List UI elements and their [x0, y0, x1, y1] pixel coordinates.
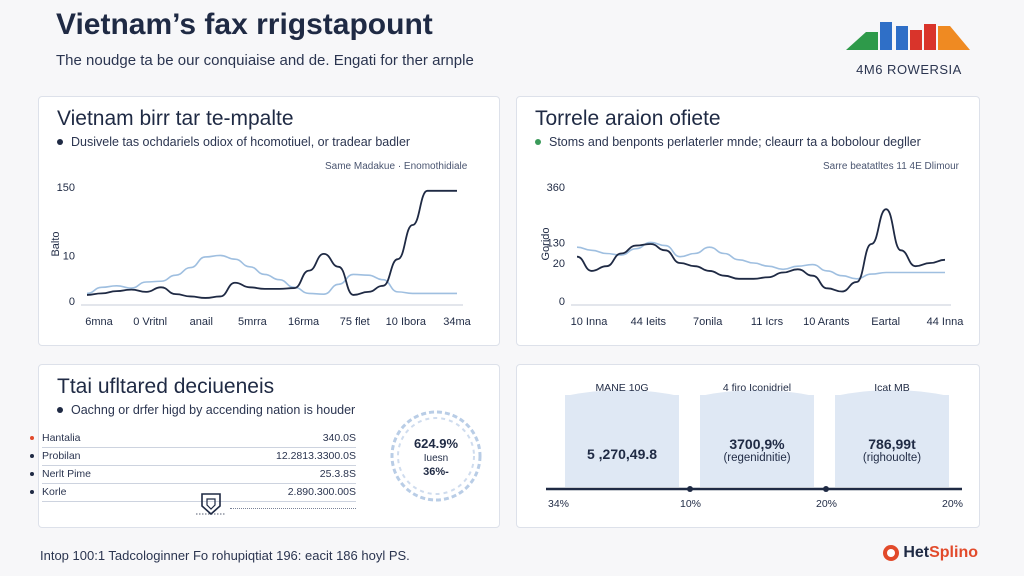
panel2-note-text: Stoms and benponts perlaterler mnde; cle…	[549, 135, 921, 149]
row-dot-icon	[30, 472, 34, 476]
document-row: Probilan 12.2813.3300.0S	[30, 450, 356, 464]
page-title: Vietnam’s fax rrigstapount	[56, 8, 433, 41]
row-label: Probilan	[42, 450, 81, 462]
panel2-title: Torrele araion ofiete	[535, 107, 721, 130]
timeline-axis	[546, 486, 962, 492]
document-row: Nerlt Pime 25.3.8S	[30, 468, 356, 482]
row-divider	[42, 465, 356, 466]
row-value: 12.2813.3300.0S	[276, 450, 356, 462]
panel2-legend: Sarre beatatltes 11 4E Dlimour	[823, 161, 959, 172]
x-tick-label: 34ma	[443, 316, 471, 328]
line-chart-1: 0 10 150 Balto 6mna 0 Vritnl anail 5mrra 16rma 75…	[50, 182, 472, 328]
bullet-icon	[57, 139, 63, 145]
bullet-icon	[535, 139, 541, 145]
stat-value-3: 786,99t	[868, 436, 916, 452]
y-tick-label: 130	[547, 237, 565, 249]
page-subtitle: The noudge ta be our conquiaise and de. …	[56, 52, 474, 69]
x-tick-label: Eartal	[871, 316, 900, 328]
dotted-footer-line	[230, 508, 356, 509]
series-line	[86, 189, 457, 299]
row-divider	[42, 483, 356, 484]
row-label: Korle	[42, 486, 67, 498]
brand-name-a: Het	[903, 544, 930, 561]
stat-label-2: 4 firo Iconidriel	[722, 382, 792, 394]
stat-value-2: 3700,9%	[729, 436, 785, 452]
x-tick-label: 44 Ieits	[631, 316, 667, 328]
timeline-label-2: 10%	[680, 498, 702, 510]
row-value: 2.890.300.00S	[287, 486, 356, 498]
y-tick-label: 20	[553, 258, 565, 270]
panel3-note: Oachng or drfer higd by accending nation…	[57, 403, 355, 417]
document-row: Korle 2.890.300.00S	[30, 486, 356, 500]
x-tick-label: anail	[190, 316, 213, 328]
row-divider	[42, 501, 356, 502]
x-tick-label: 6mna	[85, 316, 113, 328]
row-label: Hantalia	[42, 432, 81, 444]
series-line	[576, 241, 945, 280]
x-tick-label: 0 Vritnl	[133, 316, 167, 328]
laurel-wreath-icon	[390, 410, 482, 502]
panel1-legend: Same Madakue · Enomothidiale	[325, 161, 468, 172]
brand-logo: 4M6 ROWERSIA	[846, 20, 972, 78]
stat-sub-3: (righouolte)	[862, 452, 922, 464]
timeline-label-1: 34%	[548, 498, 570, 510]
row-value: 340.0S	[322, 432, 356, 444]
series-line	[576, 208, 946, 293]
badge-top: 624.9%	[413, 436, 459, 451]
bullet-icon	[57, 407, 63, 413]
panel2-note: Stoms and benponts perlaterler mnde; cle…	[535, 135, 921, 149]
panel-birth-template: Vietnam birr tar te-mpalte Dusivele tas …	[38, 96, 500, 346]
line-chart-2: 0 20 130 360 Gorido 10 Inna 44 Ieits 7onila 11 I…	[540, 182, 965, 328]
x-tick-label: 11 Icrs	[751, 316, 784, 328]
x-tick-label: 10 Inna	[571, 316, 609, 328]
badge-bottom: 36%-	[423, 466, 449, 478]
panel1-title: Vietnam birr tar te-mpalte	[57, 107, 294, 130]
row-dot-icon	[30, 436, 34, 440]
timeline-label-3: 20%	[816, 498, 838, 510]
brand-name-b: Splino	[929, 544, 978, 561]
logo-mark-icon	[846, 22, 970, 50]
brand-icon	[883, 545, 900, 561]
x-tick-label: 10 Arants	[803, 316, 850, 328]
footer-brand: Het Splino	[883, 544, 978, 562]
row-dot-icon	[30, 454, 34, 458]
stat-sub-2: (regenidnitie)	[723, 452, 791, 464]
badge-middle: Iuesn	[423, 453, 449, 464]
y-tick-label: 10	[63, 250, 75, 262]
panel3-title: Ttai ufltared deciueneis	[57, 375, 275, 398]
stat-label-1: MANE 10G	[595, 382, 649, 394]
document-shield-icon	[196, 493, 226, 516]
row-dot-icon	[30, 490, 34, 494]
document-row: Hantalia 340.0S	[30, 432, 356, 446]
logo-text: 4M6 ROWERSIA	[856, 62, 962, 77]
y-tick-label: 150	[57, 182, 75, 194]
row-divider	[42, 447, 356, 448]
x-tick-label: 44 Inna	[927, 316, 965, 328]
y-axis-label: Balto	[50, 231, 62, 256]
x-tick-label: 10 Ibora	[386, 316, 427, 328]
stat-value-1: 5 ,270,49.8	[586, 446, 658, 462]
y-tick-label: 0	[69, 296, 75, 308]
panel1-note-text: Dusivele tas ochdariels odiox of hcomoti…	[71, 135, 411, 149]
x-tick-label: 7onila	[693, 316, 723, 328]
laurel-badge: 624.9% Iuesn 36%-	[388, 408, 484, 504]
row-label: Nerlt Pime	[42, 468, 92, 480]
stat-label-3: Icat MB	[874, 382, 910, 394]
x-tick-label: 16rma	[288, 316, 320, 328]
x-tick-label: 75 flet	[340, 316, 370, 328]
panel-ratio-offset: Torrele araion ofiete Stoms and benponts…	[516, 96, 980, 346]
y-axis-label: Gorido	[540, 227, 552, 260]
y-tick-label: 0	[559, 296, 565, 308]
footer-text: Intop 100:1 Tadcologinner Fo rohupiqtiat…	[40, 548, 410, 563]
timeline-label-4: 20%	[942, 498, 964, 510]
panel3-note-text: Oachng or drfer higd by accending nation…	[71, 403, 356, 417]
y-tick-label: 360	[547, 182, 565, 194]
stat-column-curves	[565, 390, 949, 418]
panel1-note: Dusivele tas ochdariels odiox of hcomoti…	[57, 135, 410, 149]
x-tick-label: 5mrra	[238, 316, 268, 328]
series-line	[86, 254, 457, 295]
row-value: 25.3.8S	[319, 468, 356, 480]
